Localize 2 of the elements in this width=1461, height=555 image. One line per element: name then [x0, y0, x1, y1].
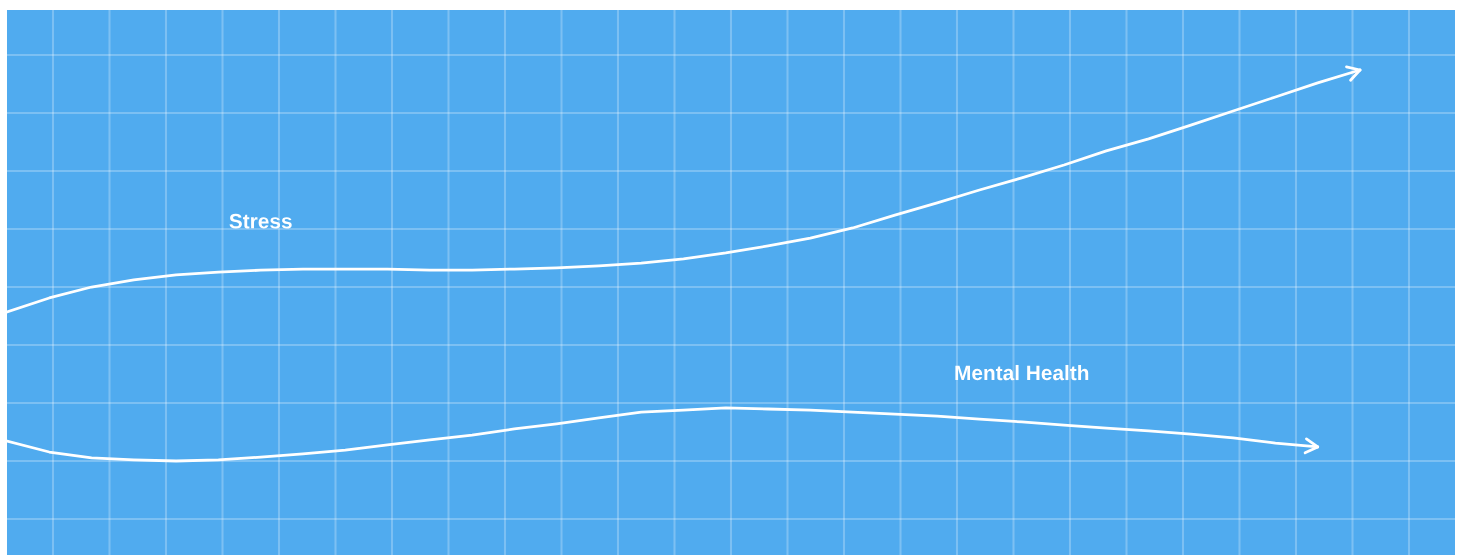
series-label: Mental Health: [955, 364, 1089, 381]
series-label: Stress: [229, 213, 292, 229]
